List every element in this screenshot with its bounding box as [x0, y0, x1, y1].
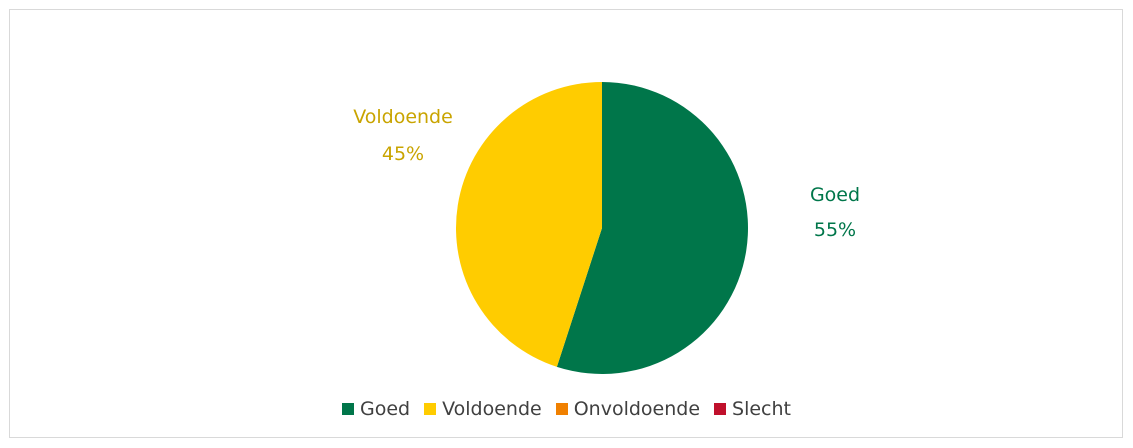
legend-label-onvoldoende: Onvoldoende	[573, 398, 701, 420]
legend-swatch-voldoende	[424, 403, 437, 415]
pie-slice-voldoende	[456, 82, 602, 367]
legend-swatch-goed	[342, 403, 354, 415]
legend-label-slecht: Slecht	[732, 398, 791, 420]
legend-swatch-slecht	[714, 403, 727, 415]
data-labels: Voldoende 45% Goed 55%	[353, 106, 860, 241]
data-label-goed-name: Goed	[810, 184, 860, 206]
legend-item-slecht: Slecht	[714, 398, 791, 420]
legend-item-goed: Goed	[342, 398, 410, 420]
data-label-voldoende-name: Voldoende	[353, 106, 453, 128]
legend-item-voldoende: Voldoende	[424, 398, 542, 420]
legend-swatch-onvoldoende	[555, 403, 568, 415]
legend-item-onvoldoende: Onvoldoende	[555, 398, 701, 420]
pie-slice-goed	[556, 82, 748, 374]
pie-slices	[456, 82, 748, 374]
data-label-goed-value: 55%	[814, 219, 856, 241]
data-label-voldoende-value: 45%	[382, 143, 424, 165]
legend-label-goed: Goed	[360, 398, 411, 420]
legend-label-voldoende: Voldoende	[442, 398, 542, 420]
chart-legend: Goed Voldoende Onvoldoende Slecht	[0, 398, 1133, 420]
